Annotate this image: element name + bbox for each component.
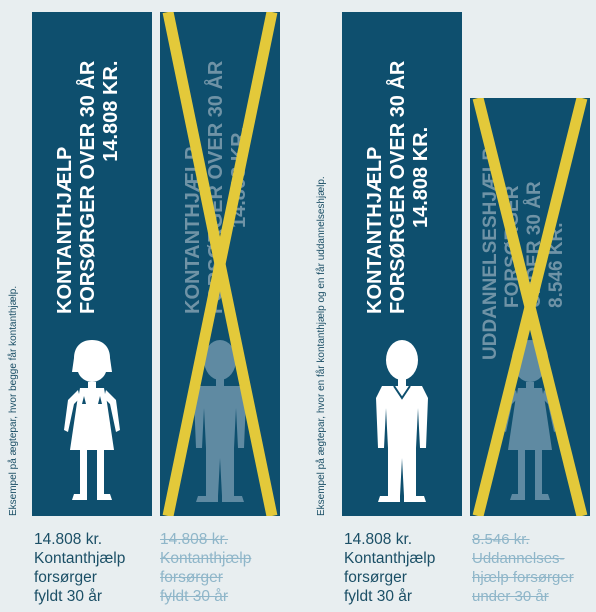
panel-left-2: KONTANTHJÆLP FORSØRGER OVER 30 ÅR 14.808… (160, 12, 280, 516)
cross-mark (472, 98, 588, 516)
panel-right-1: KONTANTHJÆLP FORSØRGER OVER 30 ÅR 14.808… (342, 12, 462, 516)
panel-heading: KONTANTHJÆLP FORSØRGER OVER 30 ÅR 14.808… (54, 60, 122, 314)
left-side-label: Eksempel på ægtepar, hvor begge får kont… (8, 285, 19, 516)
caption-right-2: 8.546 kr. Uddannelses- hjælp forsørger u… (472, 531, 574, 605)
caption-left-1: 14.808 kr. Kontanthjælp forsørger fyldt … (34, 531, 126, 605)
right-side-label: Eksempel på ægtepar, hvor en får kontant… (316, 176, 327, 516)
panel-right-2: UDDANNELSESHJÆLP FORSØRGER UNDER 30 ÅR 8… (470, 98, 590, 516)
woman-icon (64, 340, 120, 500)
caption-right-1: 14.808 kr. Kontanthjælp forsørger fyldt … (344, 531, 436, 605)
cross-mark (162, 12, 278, 516)
panel-heading: KONTANTHJÆLP FORSØRGER OVER 30 ÅR 14.808… (364, 60, 432, 314)
panel-left-1: KONTANTHJÆLP FORSØRGER OVER 30 ÅR 14.808… (32, 12, 152, 516)
caption-left-2: 14.808 kr. Kontanthjælp forsørger fyldt … (160, 531, 252, 605)
man-icon (194, 340, 246, 502)
man-icon (376, 340, 428, 502)
